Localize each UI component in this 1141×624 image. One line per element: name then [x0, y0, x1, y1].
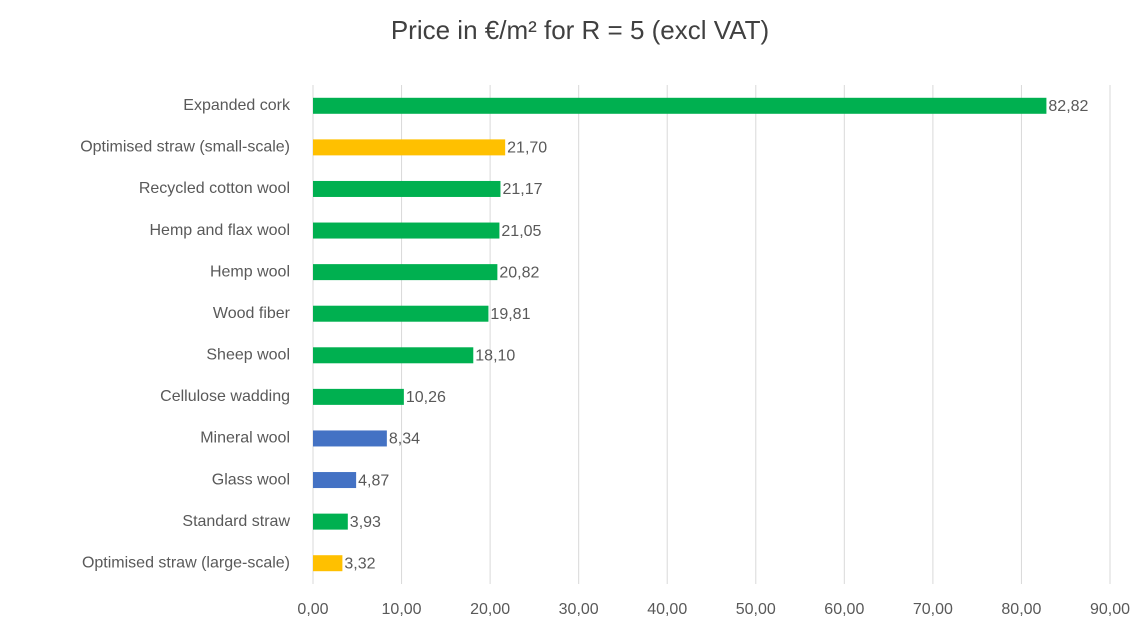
- value-label: 18,10: [475, 348, 515, 365]
- bar: [313, 513, 348, 530]
- x-tick-label: 30,00: [559, 601, 599, 618]
- x-tick-label: 80,00: [1001, 601, 1041, 618]
- x-tick-label: 70,00: [913, 601, 953, 618]
- bar: [313, 305, 489, 322]
- y-tick-label: Hemp wool: [210, 263, 290, 280]
- y-tick-label: Mineral wool: [200, 430, 290, 447]
- y-tick-label: Hemp and flax wool: [149, 222, 290, 239]
- value-label: 3,32: [344, 555, 375, 572]
- bar: [313, 347, 474, 364]
- x-tick-label: 0,00: [297, 601, 328, 618]
- bar: [313, 555, 343, 572]
- value-label: 82,82: [1048, 98, 1088, 115]
- bar: [313, 472, 357, 489]
- value-label: 21,05: [501, 223, 541, 240]
- bar: [313, 264, 498, 281]
- y-tick-label: Optimised straw (large-scale): [82, 554, 290, 571]
- value-label: 21,17: [502, 181, 542, 198]
- bar: [313, 388, 404, 405]
- y-tick-label: Expanded cork: [183, 97, 291, 114]
- y-tick-label: Cellulose wadding: [160, 388, 290, 405]
- value-label: 4,87: [358, 472, 389, 489]
- x-tick-label: 50,00: [736, 601, 776, 618]
- bar: [313, 97, 1047, 114]
- bar: [313, 430, 387, 447]
- y-tick-label: Standard straw: [182, 513, 290, 530]
- x-tick-label: 90,00: [1090, 601, 1130, 618]
- chart-title: Price in €/m² for R = 5 (excl VAT): [391, 15, 769, 45]
- y-tick-label: Optimised straw (small-scale): [80, 139, 290, 156]
- x-tick-label: 10,00: [382, 601, 422, 618]
- value-label: 10,26: [406, 389, 446, 406]
- bar: [313, 180, 501, 197]
- x-tick-label: 40,00: [647, 601, 687, 618]
- bar: [313, 139, 506, 156]
- value-label: 21,70: [507, 140, 547, 157]
- bar: [313, 222, 500, 239]
- y-tick-label: Wood fiber: [213, 305, 291, 322]
- x-tick-label: 20,00: [470, 601, 510, 618]
- value-label: 8,34: [389, 431, 420, 448]
- y-tick-label: Recycled cotton wool: [139, 180, 290, 197]
- x-tick-label: 60,00: [824, 601, 864, 618]
- value-label: 3,93: [350, 514, 381, 531]
- value-label: 19,81: [490, 306, 530, 323]
- y-tick-label: Glass wool: [212, 471, 290, 488]
- y-tick-label: Sheep wool: [206, 347, 290, 364]
- value-label: 20,82: [499, 264, 539, 281]
